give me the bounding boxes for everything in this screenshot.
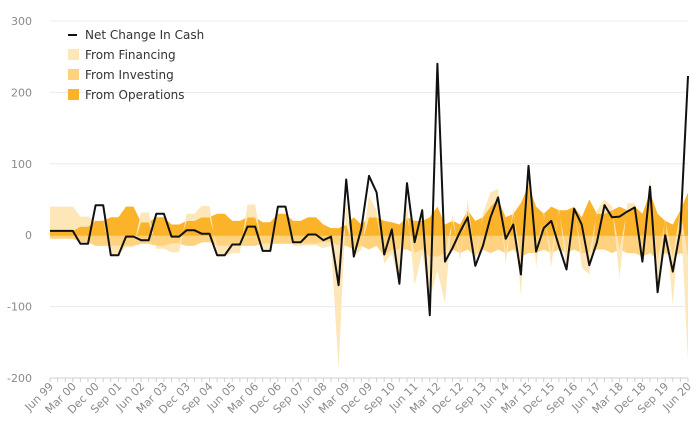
area-from-operations bbox=[50, 185, 688, 236]
legend-swatch-area bbox=[68, 89, 79, 100]
line-series bbox=[50, 62, 689, 317]
y-tick-labels: -200 -100 0 100 200 300 bbox=[7, 15, 32, 385]
area-series bbox=[50, 163, 688, 369]
legend-label: From Investing bbox=[85, 68, 174, 82]
legend-swatch-area bbox=[68, 69, 79, 80]
legend-label: From Operations bbox=[85, 88, 185, 102]
line-net-change-in-cash bbox=[50, 62, 689, 317]
area-from-financing bbox=[50, 163, 688, 369]
area-from-investing bbox=[50, 235, 688, 261]
y-tick-label: 300 bbox=[11, 15, 32, 28]
y-tick-label: -100 bbox=[7, 301, 32, 314]
y-tick-label: -200 bbox=[7, 372, 32, 385]
legend-label: Net Change In Cash bbox=[85, 28, 204, 42]
legend: Net Change In Cash From Financing From Inv… bbox=[68, 28, 204, 102]
x-axis bbox=[49, 377, 689, 382]
legend-swatch-area bbox=[68, 49, 79, 60]
y-tick-label: 200 bbox=[11, 86, 32, 99]
y-tick-label: 100 bbox=[11, 158, 32, 171]
y-tick-label: 0 bbox=[25, 229, 32, 242]
legend-label: From Financing bbox=[85, 48, 176, 62]
